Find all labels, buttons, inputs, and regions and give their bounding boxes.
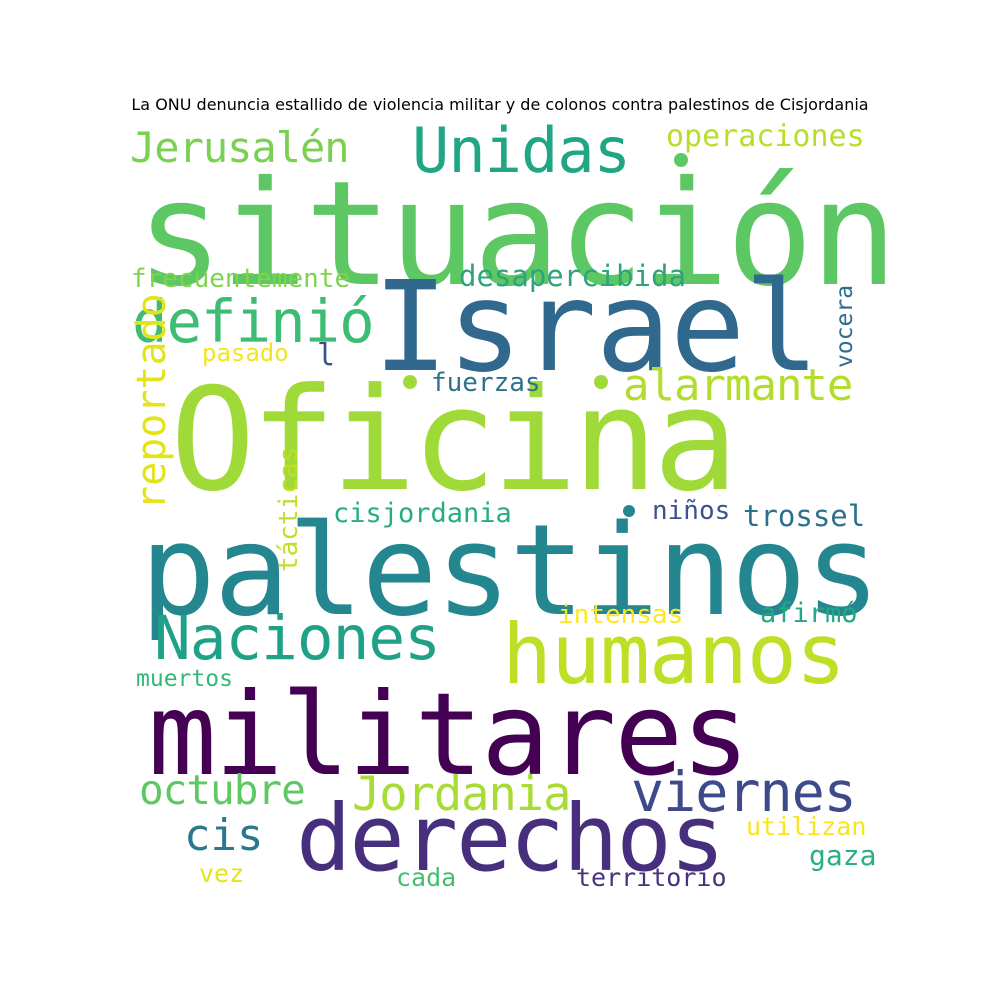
chart-title: La ONU denuncia estallido de violencia m…: [131, 95, 869, 114]
word-jordania: Jordania: [352, 767, 571, 822]
word-afirmo: afirmó: [760, 598, 858, 629]
word-pasado: reportado: [129, 293, 175, 510]
word-l: l: [317, 338, 336, 373]
word-octubre: octubre: [139, 766, 306, 814]
word-cada: cada: [396, 863, 457, 892]
word-vez: vez: [199, 859, 245, 888]
word-cisjordania: cisjordania: [333, 498, 512, 529]
word-gaza: gaza: [809, 839, 877, 872]
word-tacticas: tácticas: [274, 446, 304, 572]
word-territorio: territorio: [576, 863, 727, 892]
word-operaciones: operaciones: [666, 119, 865, 154]
word-israel: Israel: [373, 255, 820, 400]
cloud-dot: [403, 375, 417, 389]
word-humanos: humanos: [502, 606, 846, 703]
word-cloud: situación Israel Oficina palestinos mili…: [126, 114, 898, 900]
cloud-dot: [674, 153, 688, 167]
word-jerusalen: Jerusalén: [130, 123, 350, 172]
word-alarmante: alarmante: [623, 360, 853, 411]
word-intensas: intensas: [558, 600, 684, 630]
word-desapercibida: desapercibida: [459, 259, 686, 293]
word-ninos: niños: [652, 496, 731, 526]
cloud-dot: [623, 505, 635, 517]
word-cis: cis: [184, 810, 264, 861]
word-definio: definió: [132, 287, 375, 356]
word-naciones: Naciones: [154, 603, 441, 674]
word-fuerzas: fuerzas: [431, 368, 541, 398]
word-vocera: pasado: [202, 339, 289, 367]
word-muertos: muertos: [136, 666, 233, 692]
word-trossel: trossel: [743, 499, 866, 533]
word-frecuentemente: frecuentemente: [131, 264, 351, 294]
word-situacion: situación: [136, 150, 898, 319]
word-utilizan: utilizan: [746, 812, 867, 841]
word-unidas: Unidas: [412, 114, 631, 187]
word-reportado: vocera: [832, 284, 858, 368]
word-viernes: viernes: [631, 760, 857, 824]
word-oficina: Oficina: [170, 358, 738, 523]
word-palestinos: palestinos: [140, 497, 881, 644]
word-derechos: derechos: [296, 785, 725, 892]
word-militares: militares: [148, 668, 750, 801]
cloud-dot: [594, 375, 608, 389]
